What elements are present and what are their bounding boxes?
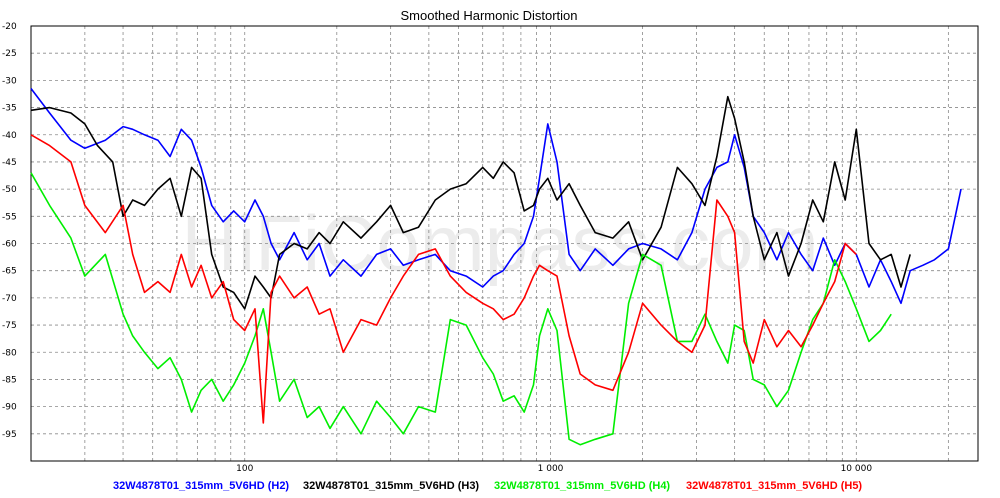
y-tick-label: -30 bbox=[2, 76, 17, 86]
y-tick-label: -25 bbox=[2, 49, 17, 59]
y-axis: -20 -25 -30 -35 -40 -45 -50 -55 -60 -65 -70 -75 -80 -… bbox=[2, 22, 17, 440]
plot-frame bbox=[30, 25, 979, 462]
x-tick-label: 1 000 bbox=[538, 464, 564, 474]
x-axis: 100 1 000 10 000 bbox=[236, 464, 872, 474]
y-tick-label: -55 bbox=[2, 212, 17, 222]
y-tick-label: -80 bbox=[2, 348, 17, 358]
y-tick-label: -90 bbox=[2, 403, 17, 413]
chart-title: Smoothed Harmonic Distortion bbox=[400, 8, 577, 23]
legend-entry-2: 32W4878T01_315mm_5V6HD (H3) bbox=[303, 480, 479, 492]
y-tick-label: -35 bbox=[2, 104, 17, 114]
y-tick-label: -60 bbox=[2, 240, 17, 250]
series-line-3 bbox=[30, 172, 892, 446]
y-tick-label: -70 bbox=[2, 294, 17, 304]
series-line-2 bbox=[30, 95, 911, 310]
y-tick-label: -85 bbox=[2, 375, 17, 385]
grid bbox=[30, 25, 978, 461]
watermark: HiFiCompass.com bbox=[181, 199, 818, 287]
series-line-1 bbox=[30, 88, 962, 305]
legend-entry-4: 32W4878T01_315mm_5V6HD (H5) bbox=[686, 480, 862, 492]
series-group bbox=[30, 88, 962, 446]
legend: 32W4878T01_315mm_5V6HD (H2) 32W4878T01_31… bbox=[113, 480, 862, 492]
legend-entry-1: 32W4878T01_315mm_5V6HD (H2) bbox=[113, 480, 289, 492]
y-tick-label: -20 bbox=[2, 22, 17, 32]
x-tick-label: 10 000 bbox=[841, 464, 873, 474]
y-tick-label: -40 bbox=[2, 131, 17, 141]
series-line-4 bbox=[30, 134, 857, 424]
y-tick-label: -65 bbox=[2, 267, 17, 277]
legend-entry-3: 32W4878T01_315mm_5V6HD (H4) bbox=[494, 480, 670, 492]
y-tick-label: -45 bbox=[2, 158, 17, 168]
y-tick-label: -50 bbox=[2, 185, 17, 195]
x-tick-label: 100 bbox=[236, 464, 253, 474]
y-tick-label: -95 bbox=[2, 430, 17, 440]
y-tick-label: -75 bbox=[2, 321, 17, 331]
